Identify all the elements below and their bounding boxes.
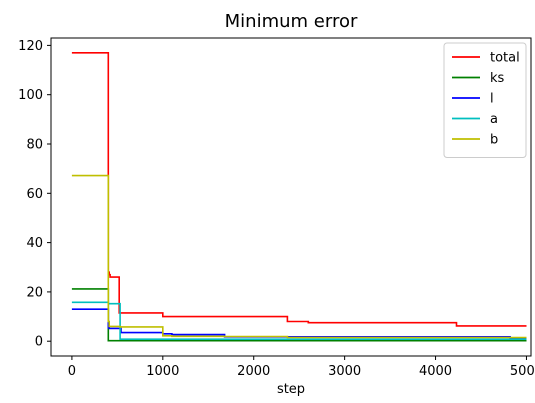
y-tick-label: 100 <box>18 88 43 103</box>
y-axis-ticks: 0 20 40 60 80 100 120 <box>18 39 51 350</box>
legend-label-b: b <box>490 133 498 148</box>
series-line-a <box>71 301 527 340</box>
y-tick-label: 20 <box>26 285 43 300</box>
x-tick-label: 2000 <box>237 364 270 379</box>
legend-label-ks: ks <box>490 71 505 86</box>
x-tick-label: 0 <box>68 364 76 379</box>
x-axis-label: step <box>277 382 305 397</box>
legend-box <box>443 42 527 158</box>
x-tick-label: 1000 <box>146 364 179 379</box>
series-layer <box>71 52 527 342</box>
series-line-total <box>71 52 527 327</box>
legend-label-l: l <box>490 92 494 107</box>
plot-frame <box>50 37 532 357</box>
y-tick-label: 120 <box>18 39 43 54</box>
legend: total ks lab <box>443 42 527 158</box>
legend-label-total: total <box>490 51 520 66</box>
y-tick-label: 60 <box>26 187 43 202</box>
y-tick-label: 80 <box>26 138 43 153</box>
y-tick-label: 40 <box>26 236 43 251</box>
x-tick-label: 4000 <box>419 364 452 379</box>
x-tick-label: 3000 <box>328 364 361 379</box>
y-tick-label: 0 <box>35 335 43 350</box>
series-line-b <box>71 174 527 339</box>
chart-title: Minimum error <box>225 11 358 32</box>
legend-label-a: a <box>490 112 498 127</box>
